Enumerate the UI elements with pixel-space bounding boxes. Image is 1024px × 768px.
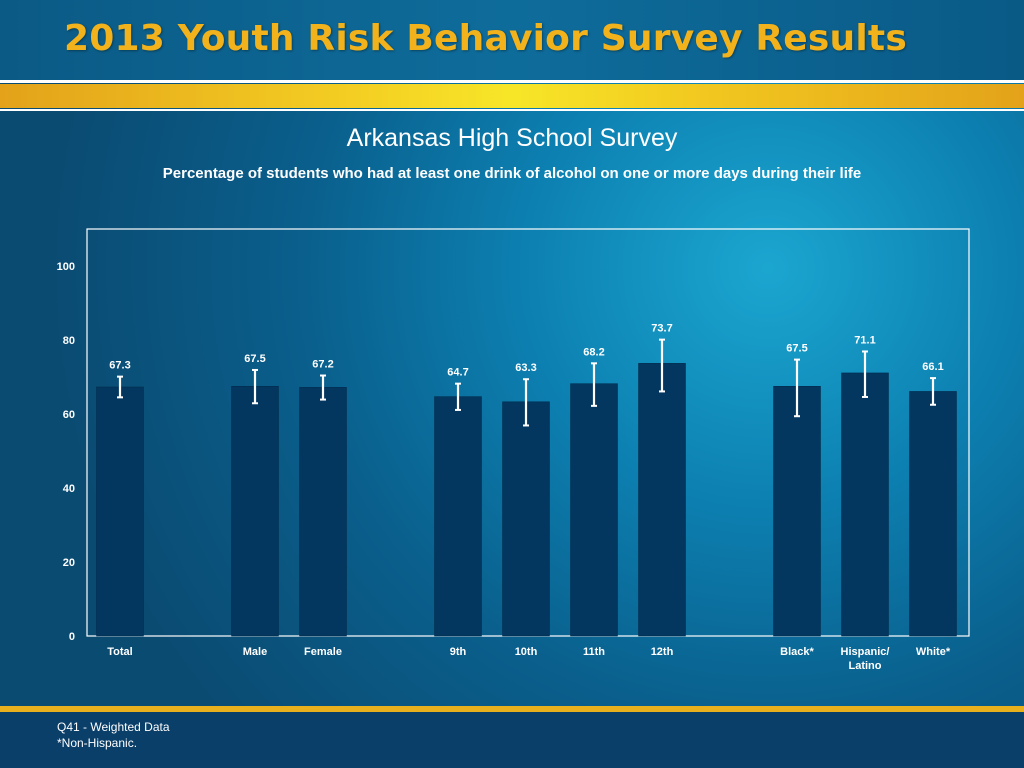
x-tick-label: 9th [450,646,467,658]
header-band: 2013 Youth Risk Behavior Survey Results [0,0,1024,80]
data-label: 67.5 [786,343,807,355]
bar [773,386,821,637]
header-divider-top [0,80,1024,83]
data-label: 64.7 [447,367,468,379]
y-tick-label: 40 [63,483,75,495]
bar [638,363,686,637]
header-gold-stripe [0,84,1024,108]
x-tick-label: Hispanic/ [841,646,890,658]
bar [570,383,618,637]
bar [299,387,347,637]
footer-gold-stripe [0,706,1024,712]
y-tick-label: 20 [63,557,75,569]
x-tick-label: Latino [849,660,882,672]
x-tick-label: Black* [780,646,814,658]
data-label: 67.2 [312,359,333,371]
data-label: 67.3 [109,360,130,372]
data-label: 63.3 [515,362,536,374]
page-title: 2013 Youth Risk Behavior Survey Results [64,18,907,59]
footer-note-hispanic: *Non-Hispanic. [57,736,138,750]
footer-note-data: Q41 - Weighted Data [57,720,170,734]
bar [434,396,482,637]
header-divider-bottom [0,109,1024,111]
data-label: 68.2 [583,346,604,358]
data-label: 73.7 [651,323,672,335]
data-label: 67.5 [244,353,265,365]
x-tick-label: Male [243,646,267,658]
chart-subtitle: Percentage of students who had at least … [162,165,862,182]
x-tick-label: 12th [651,646,674,658]
bar [96,386,144,637]
y-tick-label: 80 [63,335,75,347]
chart-title: Arkansas High School Survey [346,124,678,152]
bar [909,391,957,637]
bar [841,372,889,637]
y-tick-label: 60 [63,409,75,421]
data-label: 71.1 [854,334,875,346]
x-tick-label: Female [304,646,342,658]
y-tick-label: 0 [69,631,75,643]
bar-chart: 0 20 40 60 80 100 67.3 Total 67.5 Male 67.2 Female 6… [57,261,957,672]
bar [502,401,550,637]
x-tick-label: Total [107,646,132,658]
y-tick-label: 100 [57,261,75,273]
data-label: 66.1 [922,361,943,373]
footer-band [0,712,1024,768]
x-tick-label: 10th [515,646,538,658]
x-tick-label: 11th [583,646,605,658]
x-tick-label: White* [916,646,951,658]
bar [231,386,279,637]
